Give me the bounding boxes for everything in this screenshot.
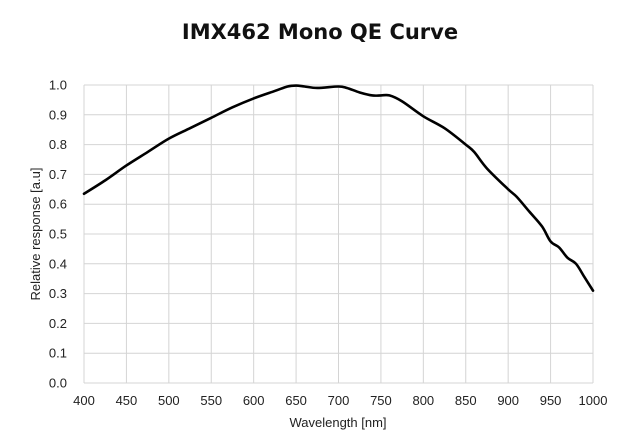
qe-curve-line	[82, 84, 595, 292]
x-tick-label: 600	[243, 393, 265, 408]
x-tick-label: 900	[497, 393, 519, 408]
series-layer	[82, 84, 595, 292]
y-tick-label: 0.5	[49, 227, 67, 242]
y-tick-label: 0.2	[49, 316, 67, 331]
x-tick-label: 550	[200, 393, 222, 408]
x-tick-label: 800	[412, 393, 434, 408]
x-tick-label: 650	[285, 393, 307, 408]
x-tick-label: 400	[73, 393, 95, 408]
x-tick-label: 450	[116, 393, 138, 408]
x-tick-label: 1000	[579, 393, 608, 408]
y-tick-label: 1.0	[49, 78, 67, 93]
y-tick-label: 0.6	[49, 197, 67, 212]
y-tick-label: 0.4	[49, 256, 67, 271]
chart-title: IMX462 Mono QE Curve	[181, 20, 459, 44]
y-tick-label: 0.0	[49, 376, 67, 391]
x-tick-label: 950	[540, 393, 562, 408]
x-tick-label: 500	[158, 393, 180, 408]
x-tick-label: 750	[370, 393, 392, 408]
x-tick-label: 850	[455, 393, 477, 408]
x-tick-label: 700	[328, 393, 350, 408]
y-axis-label: Relative response [a.u]	[28, 168, 43, 301]
x-axis-label: Wavelength [nm]	[289, 415, 386, 430]
y-tick-label: 0.3	[49, 286, 67, 301]
tick-label-layer: 400 450 500 550 600 650 700 750 800 850 900 950 1000…	[49, 78, 608, 409]
y-tick-label: 0.9	[49, 107, 67, 122]
grid-layer	[83, 84, 594, 384]
y-tick-label: 0.1	[49, 346, 67, 361]
y-tick-label: 0.8	[49, 137, 67, 152]
y-tick-label: 0.7	[49, 167, 67, 182]
